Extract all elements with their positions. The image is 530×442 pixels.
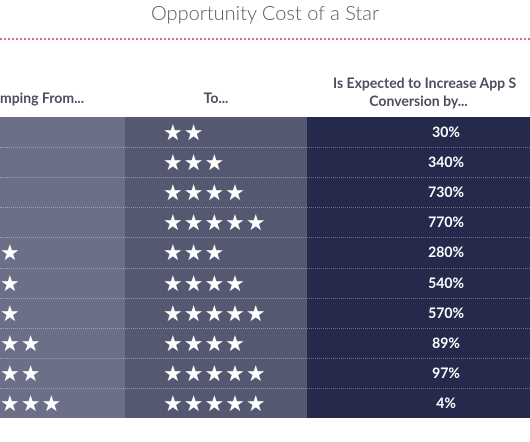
row-separator	[0, 387, 530, 389]
to-stars: ★★★	[163, 148, 226, 176]
to-stars: ★★★★	[163, 268, 246, 296]
result-column	[307, 117, 530, 418]
title: Opportunity Cost of a Star	[150, 1, 380, 25]
column-header: mping From...	[0, 89, 85, 106]
to-stars: ★★	[163, 118, 205, 145]
header-line: Conversion by...	[369, 92, 468, 109]
conversion-increase: 730%	[428, 183, 464, 201]
row-separator	[0, 267, 530, 269]
conversion-increase: 540%	[428, 273, 464, 291]
to-stars: ★★★	[163, 238, 226, 266]
row-separator	[0, 297, 530, 299]
row-separator	[0, 207, 530, 209]
to-stars: ★★★★★	[163, 298, 267, 326]
row-separator	[0, 147, 530, 149]
from-stars: ★	[0, 238, 21, 266]
from-stars: ★	[0, 268, 21, 296]
to-column	[125, 117, 307, 418]
conversion-increase: 89%	[432, 333, 460, 351]
conversion-increase: 570%	[428, 303, 464, 321]
row-separator	[0, 237, 530, 239]
to-stars: ★★★★	[163, 328, 246, 356]
conversion-increase: 97%	[432, 363, 460, 381]
from-stars: ★★	[0, 358, 42, 386]
to-stars: ★★★★★	[163, 208, 267, 236]
conversion-increase: 280%	[428, 243, 464, 261]
column-header: Is Expected to Increase App S Conversion…	[307, 74, 530, 110]
conversion-increase: 30%	[432, 123, 460, 140]
header-line: Is Expected to Increase App S	[333, 74, 517, 91]
row-separator	[0, 357, 530, 359]
to-stars: ★★★★★	[163, 388, 267, 416]
conversion-increase: 770%	[428, 213, 464, 231]
conversion-increase: 340%	[428, 153, 464, 171]
from-stars: ★	[0, 298, 21, 326]
from-stars: ★★	[0, 328, 42, 356]
to-stars: ★★★★★	[163, 358, 267, 386]
row-separator	[0, 327, 530, 329]
row-separator	[0, 177, 530, 179]
from-stars: ★★★	[0, 388, 63, 416]
divider	[0, 38, 530, 40]
conversion-increase: 4%	[436, 393, 456, 411]
column-header: To...	[203, 89, 229, 106]
to-stars: ★★★★	[163, 178, 246, 206]
from-column	[0, 117, 125, 418]
